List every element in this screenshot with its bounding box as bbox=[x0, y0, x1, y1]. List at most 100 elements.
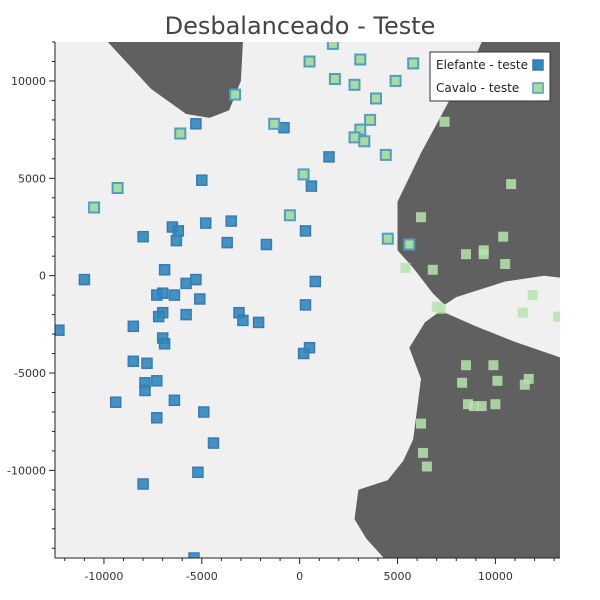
axes: -10000 -5000 0 5000 10000 -10000 -5000 0 5000 100… bbox=[7, 41, 560, 583]
point-cavalo bbox=[303, 55, 316, 68]
point-cavalo bbox=[381, 232, 394, 245]
x-tick-label: -10000 bbox=[84, 570, 123, 583]
point-elefante bbox=[190, 118, 202, 130]
point-cavalo bbox=[268, 117, 281, 130]
point-unlabeled bbox=[416, 418, 426, 429]
point-cavalo bbox=[364, 113, 377, 126]
y-tick-label: -10000 bbox=[7, 464, 46, 477]
decision-regions bbox=[107, 42, 560, 558]
scatter-points bbox=[55, 42, 560, 558]
point-elefante bbox=[196, 174, 208, 186]
point-unlabeled bbox=[461, 249, 471, 260]
point-cavalo bbox=[283, 209, 296, 222]
point-elefante bbox=[194, 293, 206, 305]
x-tick-label: 10000 bbox=[478, 570, 513, 583]
y-tick-label: 10000 bbox=[11, 75, 46, 88]
point-cavalo bbox=[174, 127, 187, 140]
point-elefante bbox=[158, 338, 171, 350]
point-elefante bbox=[207, 437, 220, 449]
point-elefante bbox=[141, 357, 153, 370]
point-unlabeled bbox=[523, 373, 534, 384]
point-unlabeled bbox=[463, 399, 473, 410]
point-cavalo bbox=[407, 57, 420, 70]
chart-title: Desbalanceado - Teste bbox=[165, 12, 436, 40]
point-elefante bbox=[168, 289, 181, 301]
point-elefante bbox=[252, 316, 265, 329]
point-cavalo bbox=[370, 92, 382, 105]
point-elefante bbox=[180, 308, 192, 321]
point-unlabeled bbox=[476, 401, 487, 412]
point-cavalo bbox=[348, 131, 361, 144]
point-elefante bbox=[303, 341, 316, 354]
point-elefante bbox=[127, 355, 140, 368]
point-elefante bbox=[168, 394, 181, 407]
plot-area bbox=[55, 42, 560, 558]
point-elefante bbox=[305, 180, 318, 192]
point-unlabeled bbox=[490, 399, 501, 410]
point-elefante bbox=[190, 273, 202, 286]
point-unlabeled bbox=[478, 249, 489, 260]
point-elefante bbox=[237, 314, 249, 327]
point-unlabeled bbox=[457, 377, 468, 388]
point-elefante bbox=[278, 121, 290, 134]
point-elefante bbox=[199, 217, 212, 229]
point-unlabeled bbox=[506, 179, 517, 190]
point-elefante bbox=[151, 375, 163, 387]
point-cavalo bbox=[326, 42, 339, 50]
point-elefante bbox=[309, 275, 322, 288]
point-elefante bbox=[137, 230, 149, 243]
point-unlabeled bbox=[461, 360, 471, 371]
decision-region-dark-3 bbox=[354, 310, 560, 558]
legend-box bbox=[429, 51, 551, 102]
point-unlabeled bbox=[416, 212, 426, 223]
legend-label-elefante: Elefante - teste bbox=[436, 58, 528, 72]
point-unlabeled bbox=[435, 303, 446, 314]
point-unlabeled bbox=[492, 375, 503, 386]
point-elefante bbox=[299, 225, 312, 237]
point-unlabeled bbox=[421, 461, 432, 472]
point-unlabeled bbox=[517, 307, 528, 318]
y-tick-label: 0 bbox=[39, 270, 46, 283]
point-cavalo bbox=[379, 148, 392, 161]
point-elefante bbox=[137, 478, 149, 490]
decision-region-dark-1 bbox=[107, 42, 243, 118]
y-tick-label: -5000 bbox=[14, 367, 46, 380]
legend-swatch-elefante bbox=[532, 59, 544, 71]
point-unlabeled bbox=[488, 360, 499, 371]
point-elefante bbox=[158, 264, 171, 276]
point-elefante bbox=[151, 289, 163, 301]
point-elefante bbox=[299, 299, 312, 311]
point-elefante bbox=[172, 225, 185, 237]
point-elefante bbox=[170, 234, 183, 247]
point-unlabeled bbox=[553, 311, 560, 322]
point-cavalo bbox=[297, 168, 310, 181]
point-elefante bbox=[260, 238, 273, 251]
point-unlabeled bbox=[400, 262, 411, 273]
x-tick-label: -5000 bbox=[186, 570, 218, 583]
point-elefante bbox=[297, 347, 310, 360]
point-unlabeled bbox=[427, 264, 438, 275]
point-cavalo bbox=[403, 238, 416, 251]
point-elefante bbox=[55, 324, 65, 336]
point-cavalo bbox=[358, 135, 371, 148]
point-cavalo bbox=[111, 182, 124, 194]
point-elefante bbox=[78, 273, 91, 286]
point-elefante bbox=[221, 236, 233, 249]
legend: Elefante - teste Cavalo - teste bbox=[429, 51, 551, 102]
point-elefante bbox=[180, 277, 192, 290]
point-cavalo bbox=[348, 78, 361, 91]
x-tick-label: 0 bbox=[296, 570, 303, 583]
point-elefante bbox=[323, 151, 335, 163]
point-elefante bbox=[151, 412, 163, 424]
point-unlabeled bbox=[498, 231, 509, 242]
point-cavalo bbox=[229, 88, 242, 101]
point-unlabeled bbox=[418, 447, 428, 458]
point-elefante bbox=[192, 466, 204, 479]
legend-swatch-cavalo bbox=[532, 82, 544, 94]
point-elefante bbox=[109, 396, 122, 408]
point-cavalo bbox=[389, 74, 402, 87]
point-cavalo bbox=[328, 73, 341, 85]
point-elefante bbox=[188, 552, 200, 558]
point-elefante bbox=[225, 215, 237, 227]
